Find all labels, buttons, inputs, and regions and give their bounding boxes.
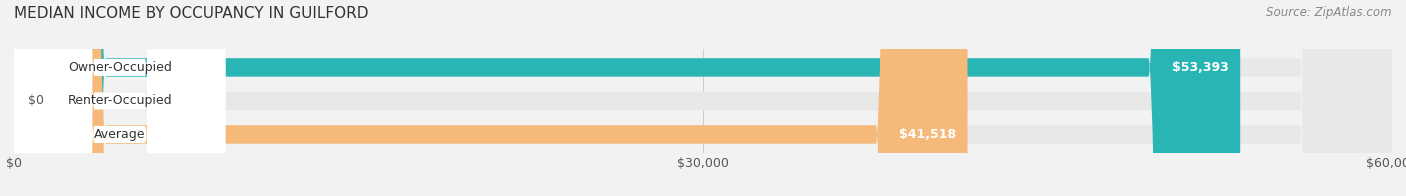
Text: $41,518: $41,518 (898, 128, 956, 141)
Text: $53,393: $53,393 (1173, 61, 1229, 74)
Text: Average: Average (94, 128, 145, 141)
Text: Source: ZipAtlas.com: Source: ZipAtlas.com (1267, 6, 1392, 19)
Text: Owner-Occupied: Owner-Occupied (67, 61, 172, 74)
FancyBboxPatch shape (14, 0, 225, 196)
FancyBboxPatch shape (14, 0, 225, 196)
FancyBboxPatch shape (14, 0, 1392, 196)
Text: $0: $0 (28, 94, 44, 107)
FancyBboxPatch shape (14, 0, 967, 196)
FancyBboxPatch shape (14, 0, 1240, 196)
FancyBboxPatch shape (14, 0, 225, 196)
Text: Renter-Occupied: Renter-Occupied (67, 94, 172, 107)
Text: MEDIAN INCOME BY OCCUPANCY IN GUILFORD: MEDIAN INCOME BY OCCUPANCY IN GUILFORD (14, 6, 368, 21)
FancyBboxPatch shape (14, 0, 1392, 196)
FancyBboxPatch shape (14, 0, 1392, 196)
